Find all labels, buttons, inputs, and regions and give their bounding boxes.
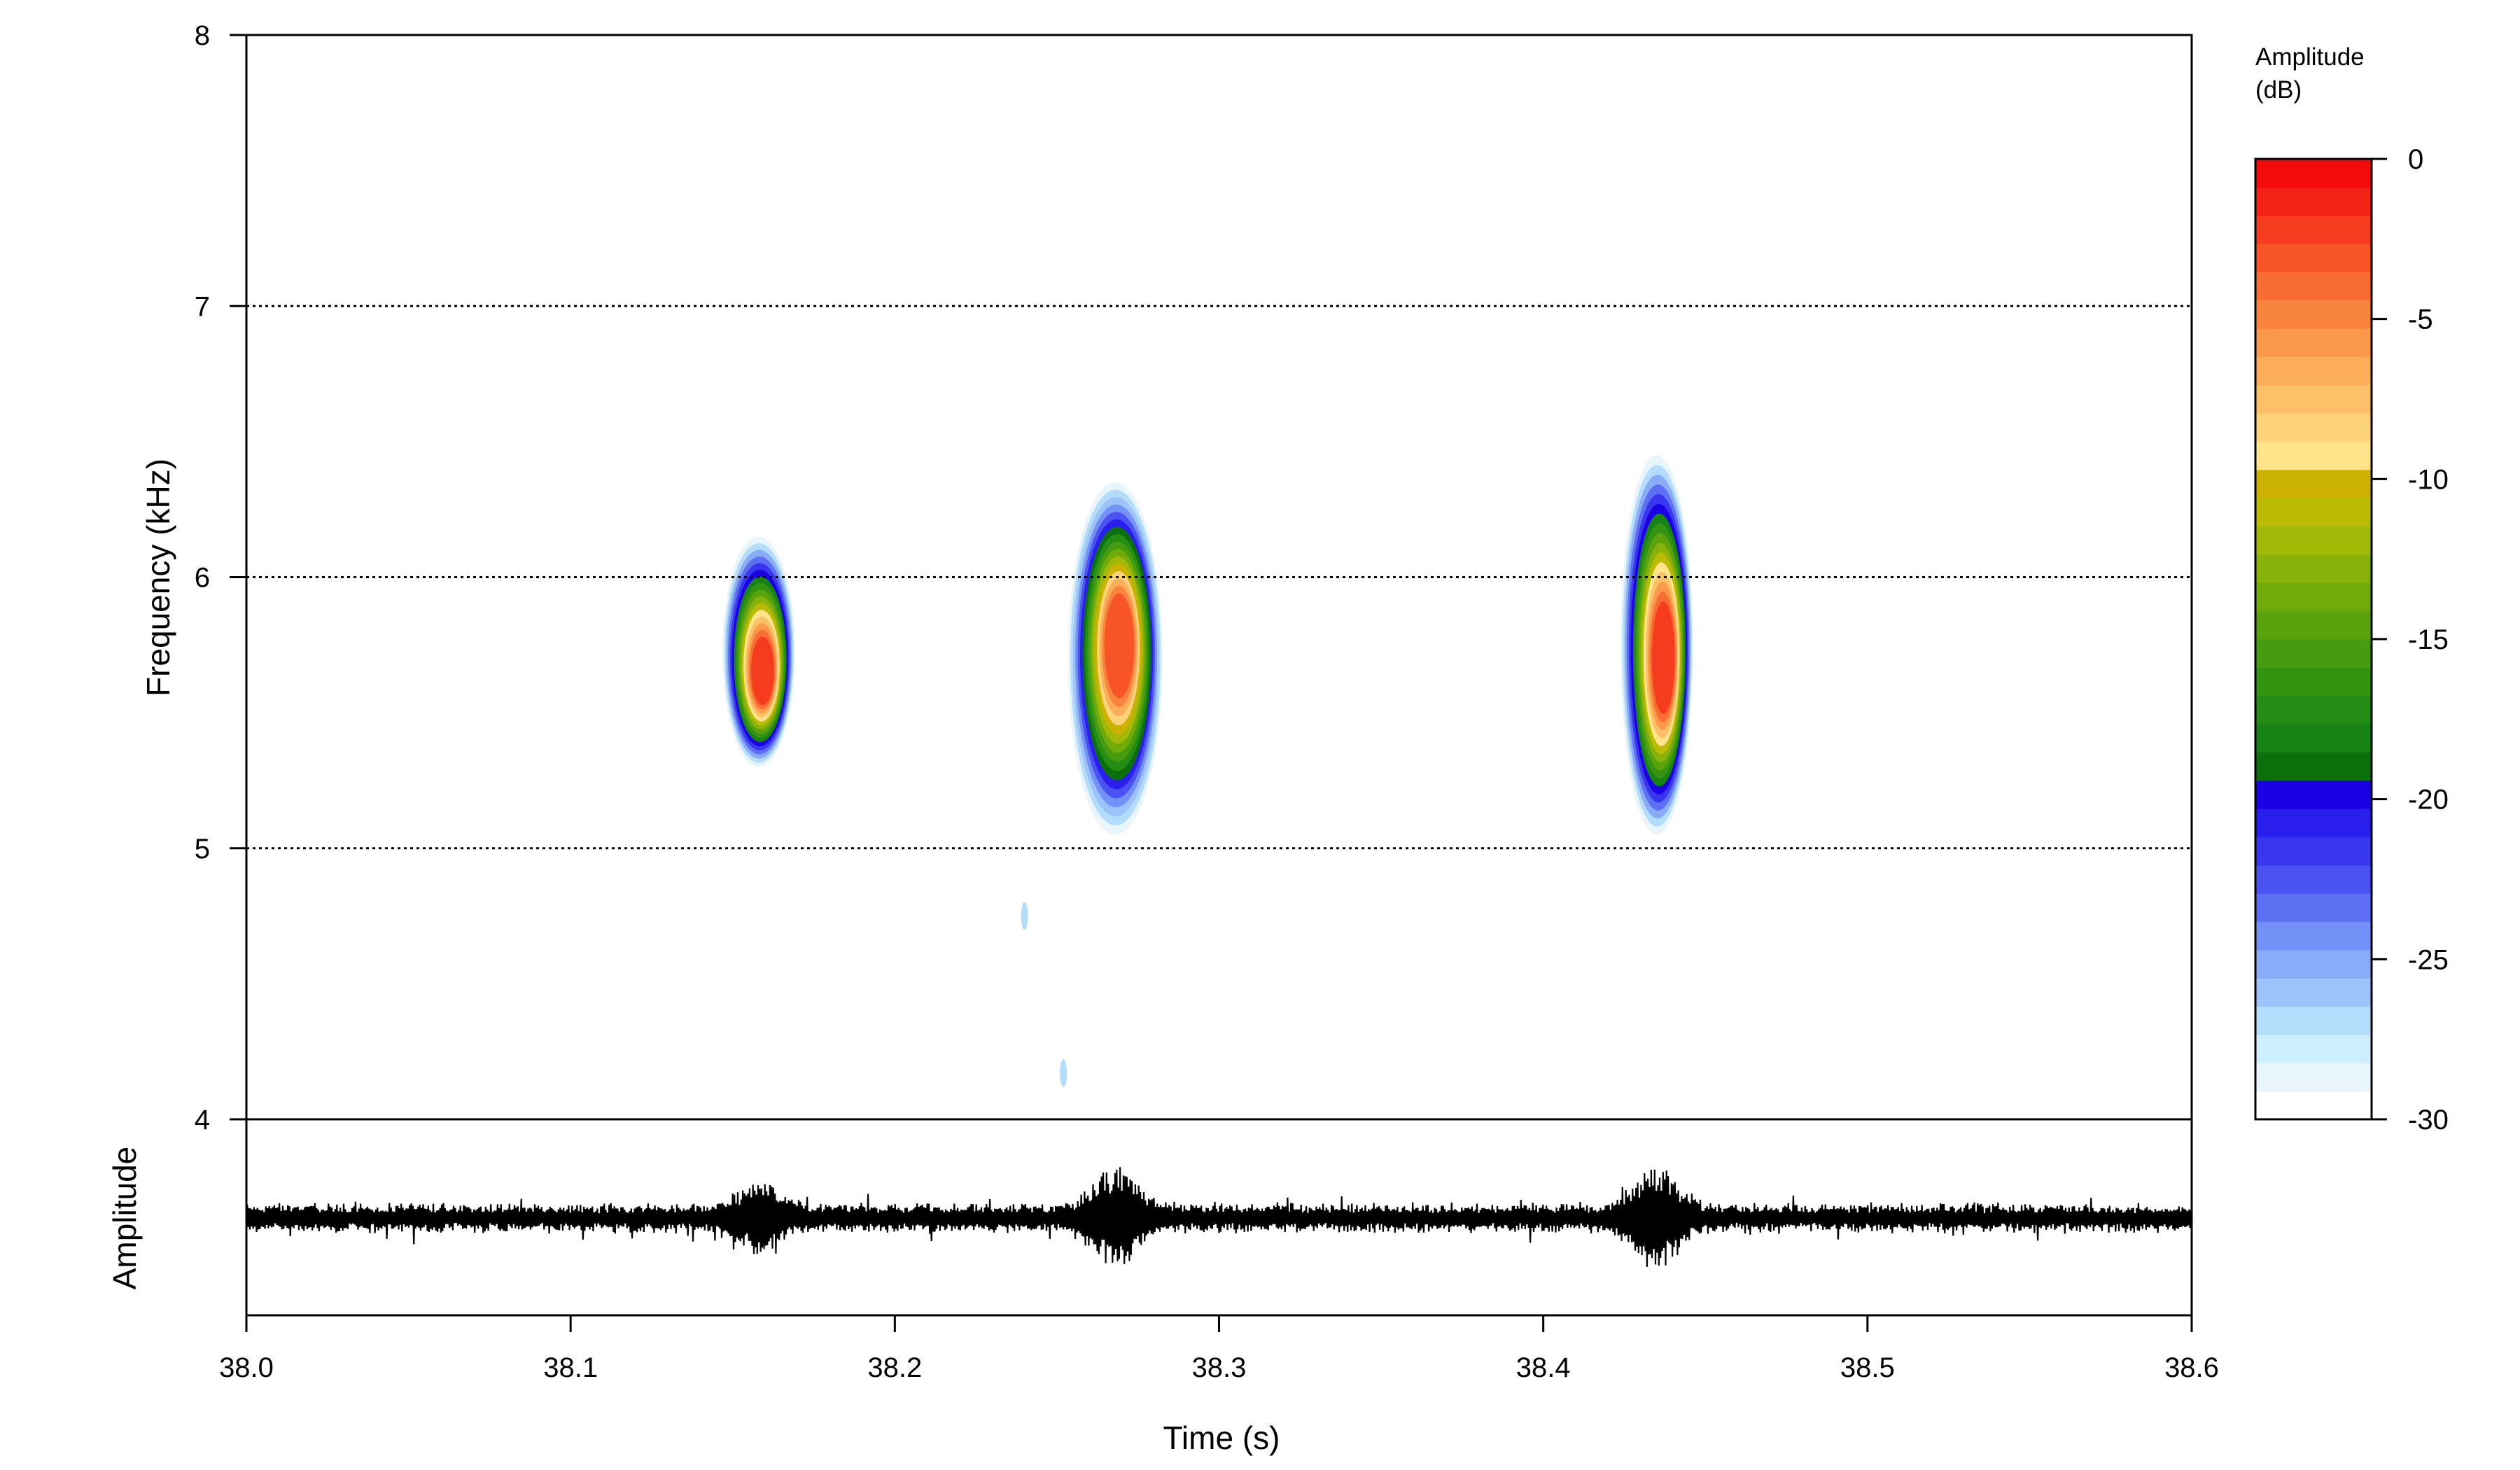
legend-title-line1: Amplitude [2255, 43, 2365, 71]
legend-color-step [2255, 441, 2372, 470]
legend-color-step [2255, 187, 2372, 216]
legend-tick-label: -15 [2408, 624, 2449, 655]
x-tick-label: 38.3 [1192, 1352, 1247, 1383]
legend-tick-label: 0 [2408, 144, 2423, 175]
contour-level [1104, 593, 1135, 699]
y-tick-label: 6 [195, 563, 210, 594]
legend-color-step [2255, 949, 2372, 979]
y-tick-label: 8 [195, 20, 210, 51]
call-blob-2 [1068, 482, 1163, 835]
legend-color-step [2255, 384, 2372, 414]
legend-color-step [2255, 667, 2372, 696]
legend-color-step [2255, 808, 2372, 838]
y-axis-ticks: 4 5 6 7 8 [195, 20, 246, 1135]
legend-color-step [2255, 1006, 2372, 1035]
frequency-gridlines [246, 304, 2192, 850]
legend-color-step [2255, 215, 2372, 244]
x-tick-label: 38.4 [1516, 1352, 1571, 1383]
faint-outlier-1 [1021, 902, 1028, 930]
x-tick-label: 38.2 [867, 1352, 922, 1383]
legend-tick-label: -5 [2408, 304, 2433, 335]
legend-color-step [2255, 469, 2372, 498]
legend-color-step [2255, 272, 2372, 301]
call-blob-1 [722, 536, 795, 767]
x-tick-label: 38.6 [2164, 1352, 2219, 1383]
legend-color-step [2255, 864, 2372, 894]
legend-color-bar [2255, 159, 2372, 1120]
x-tick-label: 38.1 [543, 1352, 598, 1383]
legend-color-step [2255, 526, 2372, 555]
oscillogram-panel [246, 1167, 2192, 1267]
x-tick-label: 38.5 [1840, 1352, 1895, 1383]
spectrogram-panel [246, 35, 2192, 1119]
legend-color-step [2255, 498, 2372, 527]
legend-color-step [2255, 356, 2372, 386]
legend-color-step [2255, 1063, 2372, 1092]
legend-tick-label: -30 [2408, 1105, 2449, 1135]
spectrogram-heatmap [722, 455, 1693, 1088]
legend-color-step [2255, 978, 2372, 1007]
y-tick-label: 5 [195, 834, 210, 864]
legend-tick-label: -10 [2408, 464, 2449, 495]
legend-color-step [2255, 328, 2372, 358]
legend-color-step [2255, 752, 2372, 781]
legend-tick-label: -20 [2408, 785, 2449, 816]
legend-color-step [2255, 836, 2372, 866]
legend-color-step [2255, 1034, 2372, 1063]
call-blob-3 [1620, 455, 1693, 835]
legend-color-step [2255, 300, 2372, 329]
oscillogram-axis-label: Amplitude [106, 1147, 143, 1290]
legend-color-step [2255, 582, 2372, 612]
legend-color-step [2255, 1091, 2372, 1120]
y-tick-label: 4 [195, 1105, 210, 1135]
legend-color-step [2255, 639, 2372, 668]
legend-color-step [2255, 413, 2372, 442]
legend-ticks: 0 -5 -10 -15 -20 -25 -30 [2372, 144, 2449, 1135]
x-tick-label: 38.0 [219, 1352, 274, 1383]
legend-color-step [2255, 695, 2372, 724]
x-axis-ticks: 38.0 38.1 38.2 38.3 38.4 38.5 38.6 [219, 1315, 2219, 1383]
legend-title-line2: (dB) [2255, 76, 2302, 104]
legend-color-step [2255, 610, 2372, 640]
x-axis-label: Time (s) [1163, 1420, 1280, 1456]
y-tick-label: 7 [195, 291, 210, 322]
legend-color-step [2255, 724, 2372, 753]
contour-level [1651, 601, 1675, 714]
legend-tick-label: -25 [2408, 944, 2449, 975]
legend-color-step [2255, 780, 2372, 809]
legend-color-step [2255, 554, 2372, 583]
contour-level [751, 636, 774, 706]
legend-color-step [2255, 244, 2372, 273]
waveform-trace [246, 1167, 2192, 1267]
color-legend: Amplitude (dB) 0 -5 -10 -15 -20 -25 -30 [2254, 43, 2449, 1135]
legend-color-step [2255, 921, 2372, 951]
y-axis-label: Frequency (kHz) [140, 458, 176, 696]
legend-color-step [2255, 159, 2372, 188]
faint-outlier-2 [1060, 1059, 1068, 1088]
legend-color-step [2255, 893, 2372, 923]
